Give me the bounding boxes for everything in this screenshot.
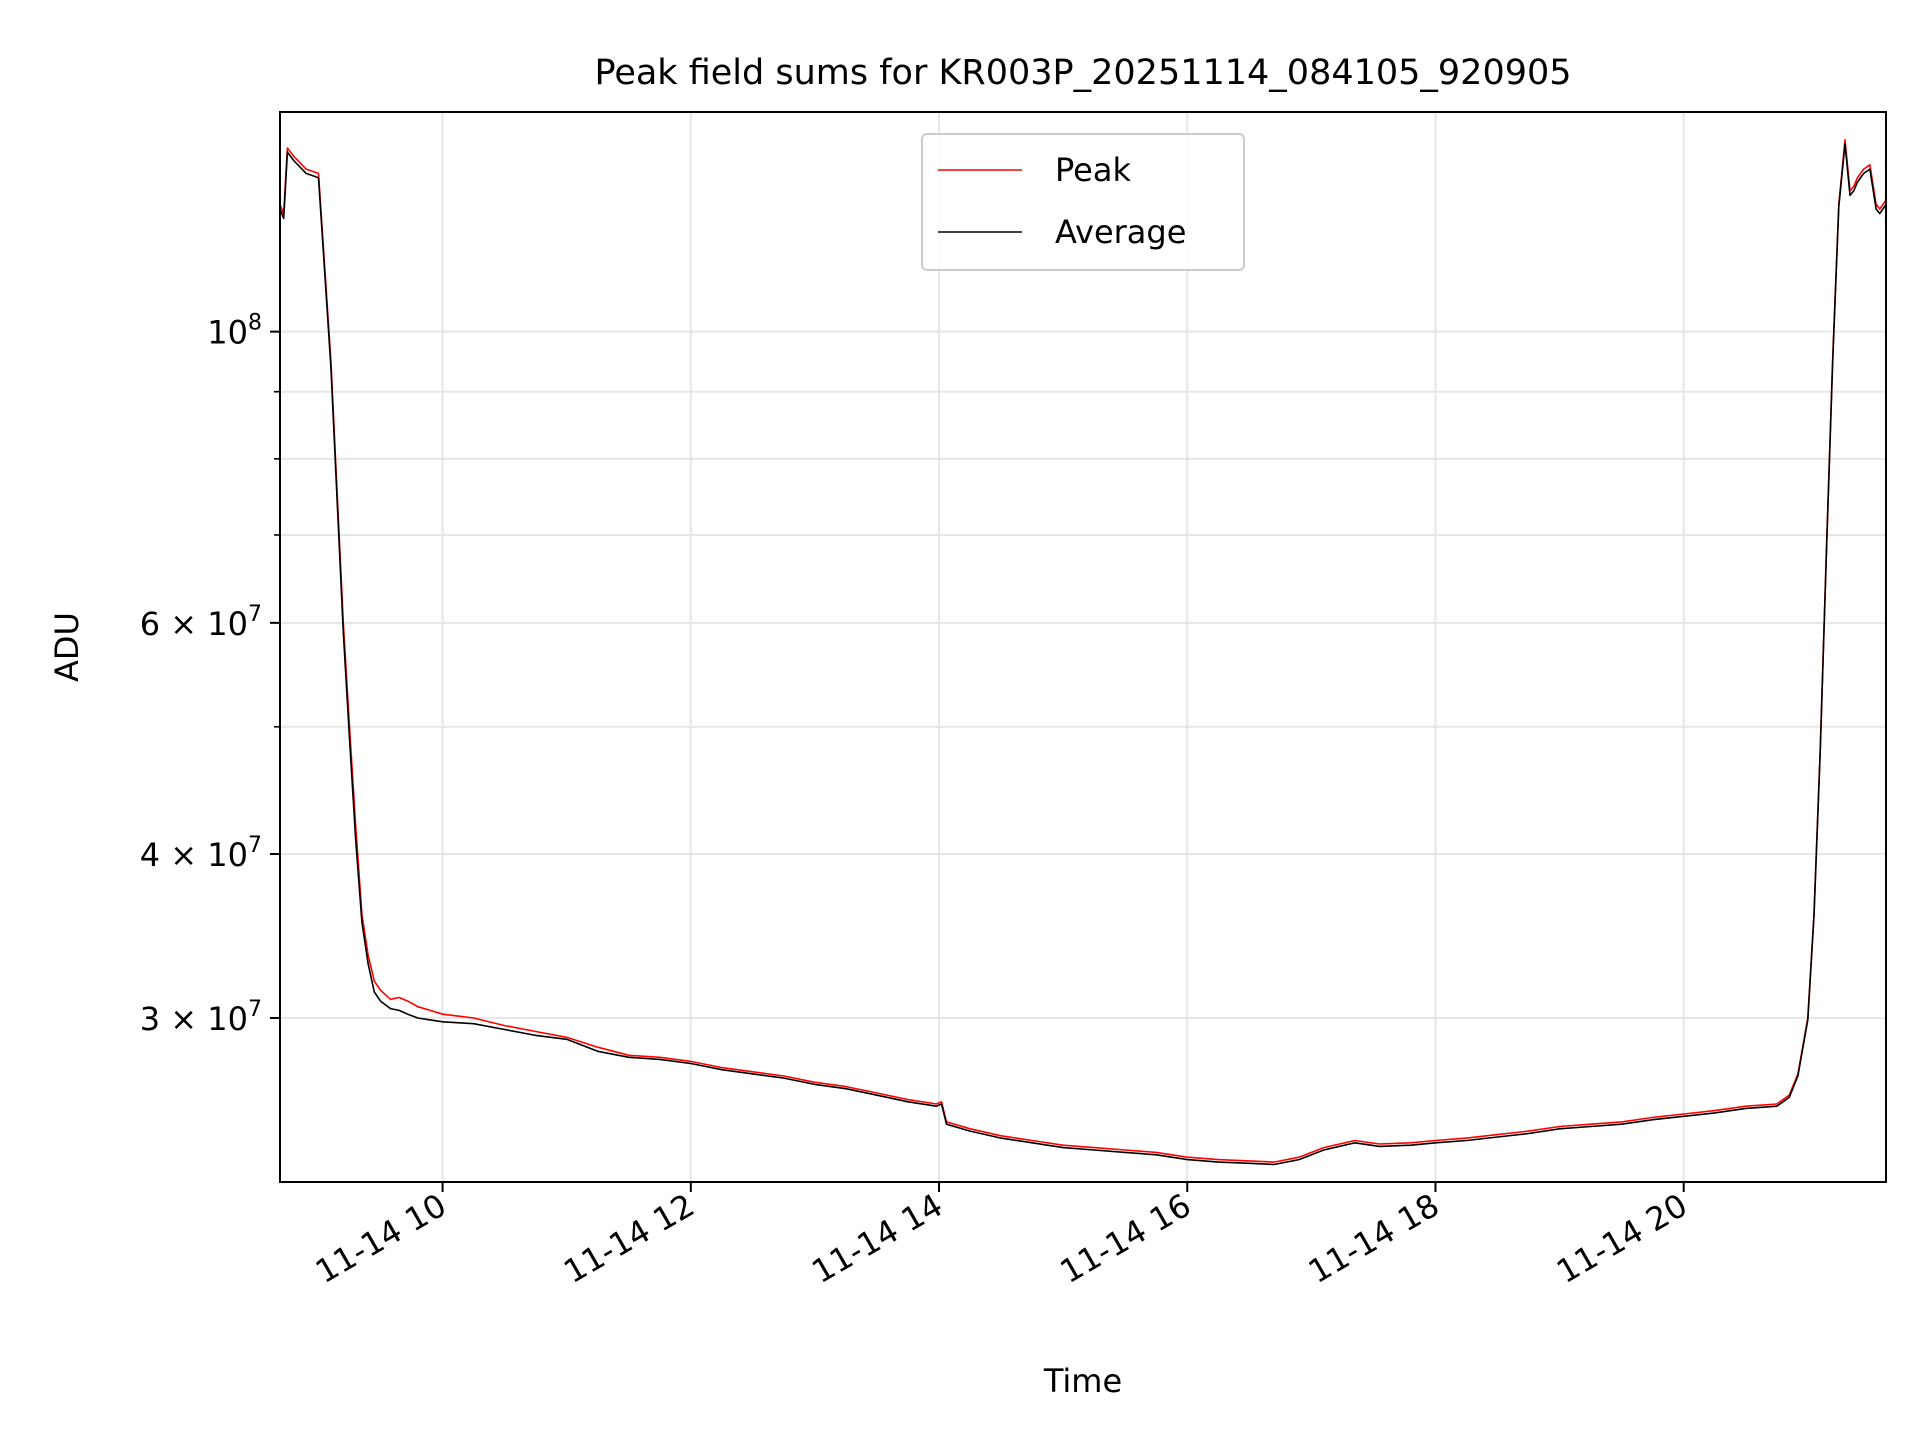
y-tick-label: 4 × 107 xyxy=(140,833,262,874)
legend-box xyxy=(921,133,1245,271)
legend: Peak Average xyxy=(921,133,1245,271)
y-tick-base: 10 xyxy=(207,1000,248,1038)
y-tick-mantissa: 4 × xyxy=(140,836,208,874)
y-tick-base: 10 xyxy=(207,314,248,352)
y-tick-base: 10 xyxy=(207,605,248,643)
y-tick-label: 3 × 107 xyxy=(140,997,262,1038)
y-tick-mantissa: 6 × xyxy=(140,605,208,643)
series-layer xyxy=(280,139,1886,1166)
y-tick-base: 10 xyxy=(207,836,248,874)
y-tick-exponent: 7 xyxy=(248,602,262,627)
y-tick-exponent: 7 xyxy=(248,997,262,1022)
chart-title: Peak field sums for KR003P_20251114_0841… xyxy=(594,53,1571,93)
y-axis-label: ADU xyxy=(48,612,86,682)
legend-label-peak: Peak xyxy=(1055,151,1131,189)
x-axis-label: Time xyxy=(1043,1362,1122,1400)
plot-area-frame xyxy=(279,111,1887,1183)
y-tick-label: 108 xyxy=(207,311,262,352)
series-line-average xyxy=(280,143,1886,1166)
y-tick-label: 6 × 107 xyxy=(140,602,262,643)
y-tick-exponent: 8 xyxy=(248,311,262,336)
legend-label-average: Average xyxy=(1055,213,1186,251)
y-tick-exponent: 7 xyxy=(248,833,262,858)
grid xyxy=(280,112,1886,1182)
y-tick-mantissa: 3 × xyxy=(140,1000,208,1038)
